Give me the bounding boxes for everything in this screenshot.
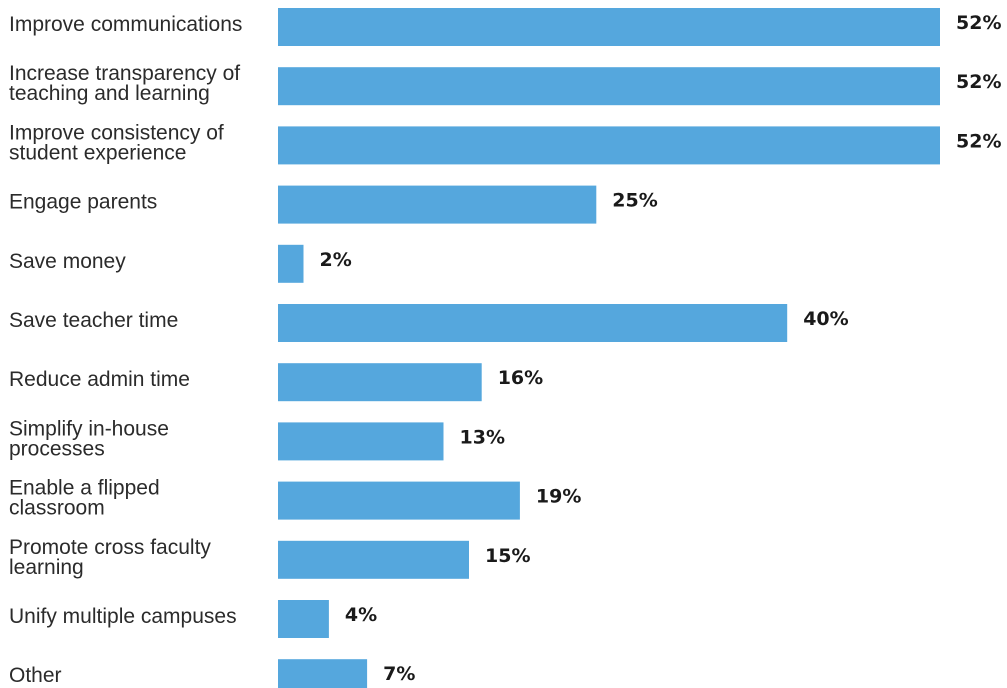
bar-10 — [278, 600, 329, 638]
category-label-line: Improve consistency of — [9, 121, 224, 144]
bar-2 — [278, 126, 940, 165]
category-label-line: Enable a flipped — [9, 477, 160, 500]
value-label-4: 2% — [320, 249, 352, 271]
value-label-0: 52% — [956, 12, 1001, 34]
category-label-8: Enable a flipped classroom — [9, 477, 160, 520]
bar-1 — [278, 67, 940, 106]
category-label-3: Engage parents — [9, 191, 157, 214]
bar-9 — [278, 540, 469, 579]
category-label-line: Unify multiple campuses — [9, 605, 237, 628]
category-label-7: Simplify in-house processes — [9, 417, 169, 460]
bar-11 — [278, 659, 368, 688]
category-label-6: Reduce admin time — [9, 368, 190, 391]
value-label-7: 13% — [460, 426, 505, 448]
category-label-line: Other — [9, 664, 62, 687]
bar-8 — [278, 481, 520, 520]
category-label-line: student experience — [9, 141, 186, 164]
bar-5 — [278, 304, 788, 342]
category-label-line: Save teacher time — [9, 309, 178, 332]
category-label-10: Unify multiple campuses — [9, 605, 237, 628]
category-label-9: Promote cross faculty learning — [9, 536, 211, 579]
category-label-2: Improve consistency of student experience — [9, 121, 224, 164]
category-label-0: Improve communications — [9, 13, 242, 36]
category-label-5: Save teacher time — [9, 309, 178, 332]
value-label-10: 4% — [345, 604, 377, 626]
category-label-line: Promote cross faculty — [9, 536, 211, 559]
value-label-3: 25% — [612, 190, 657, 212]
category-label-line: Increase transparency of — [9, 62, 240, 85]
bar-7 — [278, 422, 444, 461]
category-label-line: processes — [9, 437, 105, 460]
category-label-11: Other — [9, 664, 62, 687]
value-label-6: 16% — [498, 367, 543, 389]
category-label-line: learning — [9, 556, 84, 579]
category-label-line: teaching and learning — [9, 82, 210, 105]
category-label-line: Engage parents — [9, 191, 157, 214]
bar-4 — [278, 244, 304, 283]
value-label-8: 19% — [536, 486, 581, 508]
category-label-1: Increase transparency of teaching and lea… — [9, 62, 240, 105]
category-label-line: Simplify in-house — [9, 417, 169, 440]
bar-6 — [278, 363, 482, 402]
category-label-line: Improve communications — [9, 13, 242, 36]
bar-3 — [278, 185, 597, 224]
category-label-line: Save money — [9, 250, 126, 273]
category-label-line: Reduce admin time — [9, 368, 190, 391]
value-label-2: 52% — [956, 130, 1001, 152]
category-label-4: Save money — [9, 250, 126, 273]
value-label-5: 40% — [803, 308, 848, 330]
value-label-1: 52% — [956, 71, 1001, 93]
bar-0 — [278, 8, 940, 46]
value-label-11: 7% — [383, 663, 415, 685]
value-label-9: 15% — [485, 545, 530, 567]
category-label-line: classroom — [9, 497, 105, 520]
